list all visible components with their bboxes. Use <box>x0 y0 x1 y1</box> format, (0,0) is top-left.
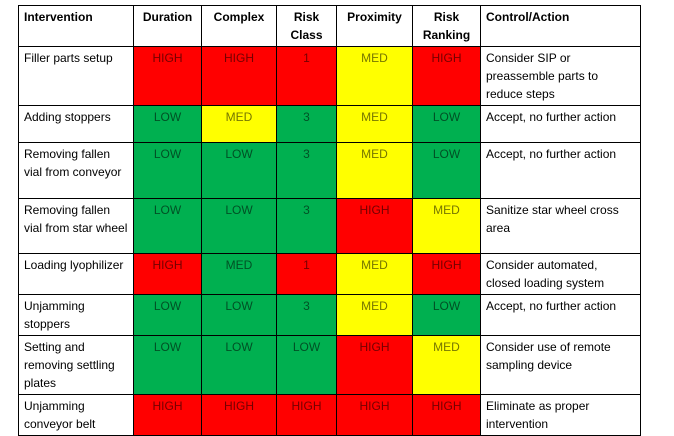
rating-cell: 3 <box>276 294 337 336</box>
table-row: Setting and removing settling plates LOW L… <box>18 335 641 395</box>
intervention-cell: Adding stoppers <box>18 105 134 143</box>
rating-cell: LOW <box>133 105 202 143</box>
rating-cell: MED <box>336 105 413 143</box>
rating-cell: HIGH <box>201 394 277 436</box>
rating-cell: 1 <box>276 253 337 295</box>
rating-cell: 3 <box>276 142 337 199</box>
action-cell: Consider SIP or preassemble parts to red… <box>480 46 641 106</box>
rating-cell: LOW <box>133 198 202 254</box>
rating-cell: MED <box>412 335 481 395</box>
rating-cell: LOW <box>412 294 481 336</box>
rating-cell: 3 <box>276 105 337 143</box>
rating-cell: HIGH <box>336 198 413 254</box>
rating-cell: 3 <box>276 198 337 254</box>
intervention-cell: Setting and removing settling plates <box>18 335 134 395</box>
rating-cell: MED <box>201 105 277 143</box>
rating-cell: LOW <box>201 198 277 254</box>
intervention-cell: Removing fallen vial from star wheel <box>18 198 134 254</box>
header-cell: Risk Ranking <box>412 5 481 47</box>
rating-cell: LOW <box>276 335 337 395</box>
rating-cell: LOW <box>412 105 481 143</box>
rating-cell: LOW <box>412 142 481 199</box>
rating-cell: MED <box>412 198 481 254</box>
rating-cell: HIGH <box>133 394 202 436</box>
rating-cell: MED <box>336 294 413 336</box>
action-cell: Eliminate as proper intervention <box>480 394 641 436</box>
header-cell: Intervention <box>18 5 134 47</box>
intervention-cell: Removing fallen vial from conveyor <box>18 142 134 199</box>
rating-cell: LOW <box>133 335 202 395</box>
action-cell: Consider use of remote sampling device <box>480 335 641 395</box>
table-row: Unjamming conveyor belt HIGH HIGH HIGH HIGH H… <box>18 394 641 436</box>
rating-cell: LOW <box>201 294 277 336</box>
table-row: Adding stoppers LOW MED 3 MED LOW Accept, no f… <box>18 105 641 143</box>
header-row: Intervention Duration Complex Risk Class Pro… <box>18 5 641 47</box>
rating-cell: HIGH <box>276 394 337 436</box>
rating-cell: LOW <box>201 142 277 199</box>
header-cell: Risk Class <box>276 5 337 47</box>
table-row: Removing fallen vial from conveyor LOW LOW… <box>18 142 641 199</box>
intervention-cell: Loading lyophilizer <box>18 253 134 295</box>
rating-cell: HIGH <box>412 46 481 106</box>
action-cell: Accept, no further action <box>480 142 641 199</box>
table-row: Filler parts setup HIGH HIGH 1 MED HIGH Consid… <box>18 46 641 106</box>
table-row: Loading lyophilizer HIGH MED 1 MED HIGH Consid… <box>18 253 641 295</box>
rating-cell: LOW <box>201 335 277 395</box>
risk-table: Intervention Duration Complex Risk Class Pro… <box>18 5 641 436</box>
header-cell: Complex <box>201 5 277 47</box>
rating-cell: HIGH <box>412 394 481 436</box>
table-row: Unjamming stoppers LOW LOW 3 MED LOW Accept, n… <box>18 294 641 336</box>
rating-cell: HIGH <box>412 253 481 295</box>
header-cell: Proximity <box>336 5 413 47</box>
rating-cell: HIGH <box>336 394 413 436</box>
rating-cell: 1 <box>276 46 337 106</box>
rating-cell: HIGH <box>133 46 202 106</box>
rating-cell: LOW <box>133 142 202 199</box>
rating-cell: LOW <box>133 294 202 336</box>
rating-cell: MED <box>201 253 277 295</box>
header-cell: Duration <box>133 5 202 47</box>
rating-cell: HIGH <box>201 46 277 106</box>
action-cell: Sanitize star wheel cross area <box>480 198 641 254</box>
table-row: Removing fallen vial from star wheel LOW L… <box>18 198 641 254</box>
rating-cell: MED <box>336 46 413 106</box>
intervention-cell: Unjamming conveyor belt <box>18 394 134 436</box>
rating-cell: HIGH <box>133 253 202 295</box>
intervention-cell: Unjamming stoppers <box>18 294 134 336</box>
rating-cell: HIGH <box>336 335 413 395</box>
intervention-cell: Filler parts setup <box>18 46 134 106</box>
table-body: Filler parts setup HIGH HIGH 1 MED HIGH Consid… <box>18 46 641 436</box>
rating-cell: MED <box>336 142 413 199</box>
action-cell: Consider automated, closed loading syste… <box>480 253 641 295</box>
header-cell: Control/Action <box>480 5 641 47</box>
rating-cell: MED <box>336 253 413 295</box>
action-cell: Accept, no further action <box>480 105 641 143</box>
action-cell: Accept, no further action <box>480 294 641 336</box>
